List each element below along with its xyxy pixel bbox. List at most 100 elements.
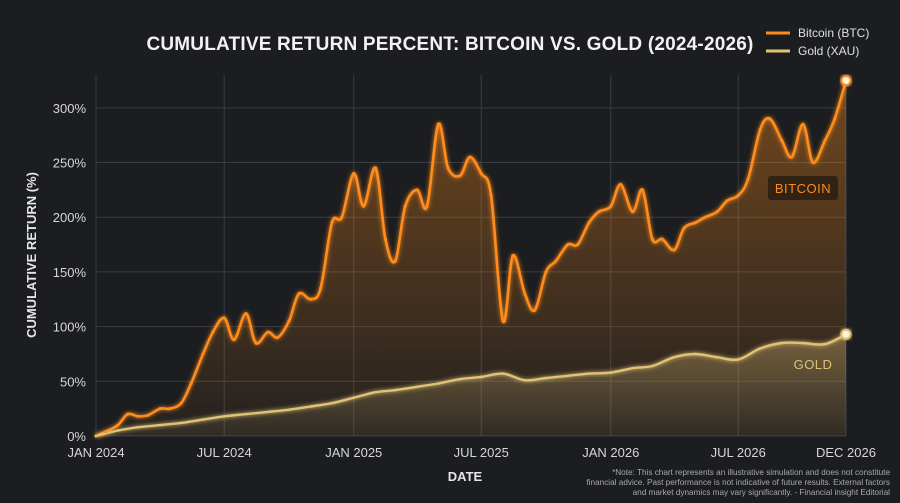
point-gold <box>415 385 419 389</box>
point-bitcoin <box>104 430 108 434</box>
point-bitcoin <box>746 177 750 181</box>
point-gold <box>287 408 291 412</box>
point-bitcoin <box>158 407 162 411</box>
point-gold <box>136 425 140 429</box>
point-bitcoin <box>168 407 172 411</box>
footnote: *Note: This chart represents an illustra… <box>586 468 890 497</box>
point-gold <box>693 352 697 356</box>
point-bitcoin <box>801 122 805 126</box>
point-gold <box>544 376 548 380</box>
point-bitcoin <box>446 166 450 170</box>
point-bitcoin <box>309 297 313 301</box>
point-gold <box>651 364 654 368</box>
point-bitcoin <box>383 237 388 241</box>
point-gold <box>609 371 613 374</box>
point-bitcoin <box>660 237 664 241</box>
point-bitcoin <box>533 308 537 312</box>
y-axis-ticks: 0% 50% 100% 150% 200% 250% 300% <box>53 101 87 444</box>
point-bitcoin <box>340 215 344 219</box>
point-gold <box>458 377 462 381</box>
x-axis-ticks: JAN 2024 JUL 2024 JAN 2025 JUL 2025 JAN 2026… <box>67 445 876 460</box>
point-gold <box>758 347 762 350</box>
point-bitcoin <box>254 341 258 345</box>
point-gold <box>672 355 676 359</box>
y-tick-label: 200% <box>53 210 87 225</box>
y-tick-label: 300% <box>53 101 87 116</box>
point-bitcoin <box>715 210 719 214</box>
y-axis-title: CUMULATIVE RETURN (%) <box>24 172 39 338</box>
x-tick-label: JUL 2024 <box>197 445 252 460</box>
area-fills <box>96 80 846 436</box>
point-bitcoin <box>693 221 697 225</box>
point-bitcoin <box>189 381 193 386</box>
x-tick-label: JAN 2026 <box>582 445 639 460</box>
point-gold <box>631 366 634 370</box>
point-bitcoin <box>554 259 558 263</box>
point-bitcoin <box>330 221 334 225</box>
point-bitcoin <box>682 226 686 230</box>
point-gold <box>501 372 505 375</box>
point-bitcoin <box>619 182 623 186</box>
point-gold <box>715 355 719 359</box>
point-bitcoin <box>833 117 837 121</box>
series-label-bitcoin-text: BITCOIN <box>775 181 831 196</box>
point-bitcoin <box>703 215 707 219</box>
point-gold <box>374 390 377 394</box>
footnote-box: *Note: This chart represents an illustra… <box>586 468 890 497</box>
point-bitcoin <box>489 193 493 197</box>
point-bitcoin <box>650 237 654 241</box>
series-label-gold: GOLD <box>794 357 833 372</box>
point-bitcoin <box>468 155 472 159</box>
point-gold <box>823 342 827 346</box>
point-gold <box>479 375 483 379</box>
area-bitcoin <box>96 80 846 436</box>
point-bitcoin <box>126 412 130 416</box>
y-tick-label: 100% <box>53 320 87 335</box>
point-bitcoin <box>640 188 645 192</box>
point-bitcoin <box>436 122 440 126</box>
point-bitcoin <box>609 204 613 208</box>
point-bitcoin <box>362 204 366 208</box>
point-bitcoin <box>276 335 280 340</box>
point-bitcoin <box>297 292 301 296</box>
point-bitcoin <box>811 160 815 165</box>
point-gold <box>566 374 570 378</box>
point-gold <box>523 378 527 382</box>
point-gold <box>780 341 784 345</box>
point-bitcoin <box>501 319 505 323</box>
point-gold <box>736 358 740 361</box>
point-bitcoin <box>725 199 729 203</box>
point-bitcoin <box>393 259 397 263</box>
point-bitcoin <box>425 204 429 208</box>
x-tick-label: DEC 2026 <box>816 445 876 460</box>
y-tick-label: 0% <box>67 429 86 444</box>
point-gold <box>330 401 334 405</box>
series-label-bitcoin-bg <box>768 176 838 200</box>
point-bitcoin <box>319 286 323 290</box>
point-gold <box>309 405 313 408</box>
point-gold <box>201 418 205 421</box>
point-bitcoin <box>587 221 591 225</box>
point-gold <box>587 372 591 375</box>
point-gold <box>94 434 98 438</box>
series-label-gold-text: GOLD <box>794 357 833 372</box>
x-tick-label: JUL 2026 <box>711 445 766 460</box>
point-gold <box>436 382 440 385</box>
x-tick-label: JUL 2025 <box>454 445 509 460</box>
point-bitcoin <box>544 270 548 274</box>
point-bitcoin <box>415 188 419 192</box>
point-bitcoin <box>758 128 762 132</box>
point-gold <box>158 423 162 427</box>
point-gold <box>116 429 120 432</box>
point-bitcoin <box>511 253 515 258</box>
point-bitcoin <box>823 139 827 143</box>
point-gold <box>801 341 805 345</box>
point-bitcoin <box>266 330 270 334</box>
point-bitcoin <box>576 242 580 247</box>
point-bitcoin <box>403 204 407 208</box>
point-bitcoin <box>201 352 205 356</box>
point-bitcoin <box>373 166 378 170</box>
point-gold <box>244 412 248 416</box>
